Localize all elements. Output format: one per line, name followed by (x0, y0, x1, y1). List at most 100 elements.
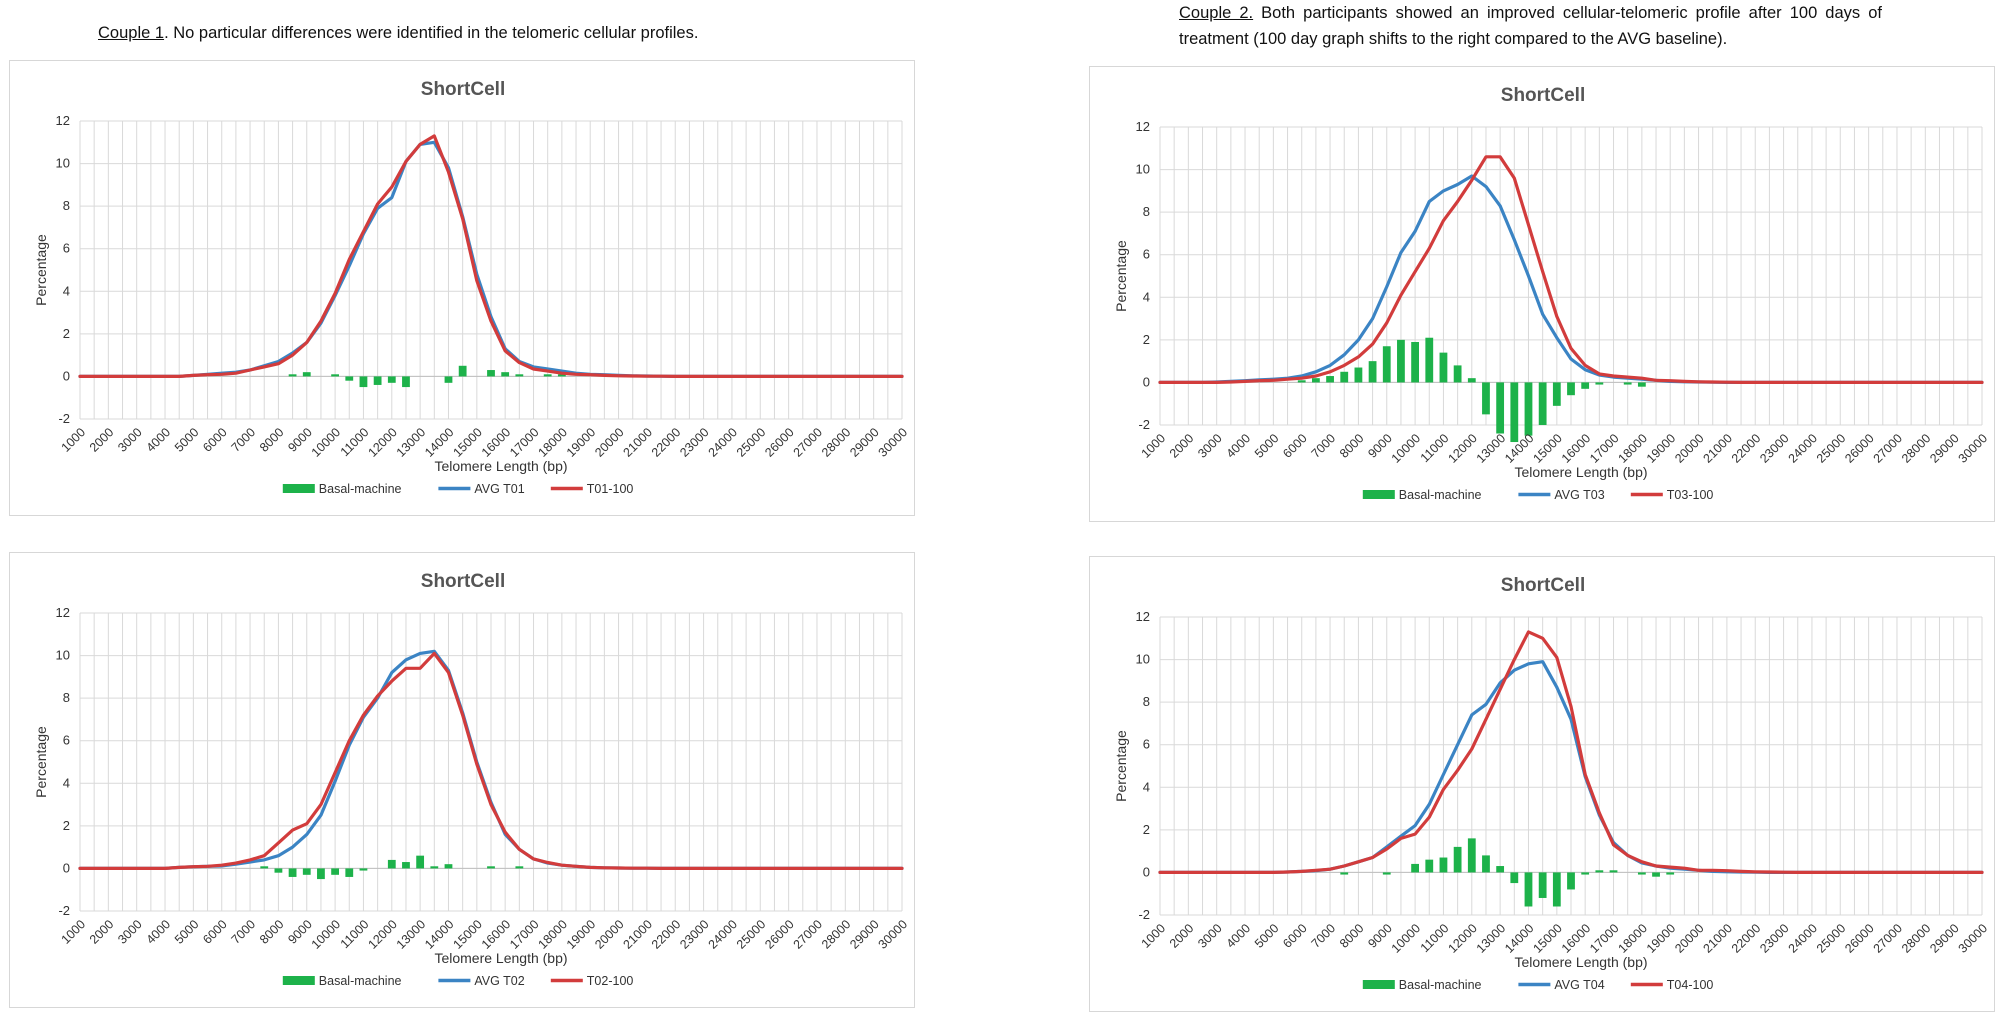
y-axis-label: Percentage (33, 726, 49, 798)
chart-title: ShortCell (421, 571, 505, 592)
bar-basal-machine (331, 374, 340, 377)
x-tick-label: 10000 (309, 425, 344, 460)
x-tick-label: 29000 (1927, 431, 1962, 466)
chart-svg-t03: ShortCell -2 0 2 4 6 8 10 12 10002000300040005000… (1113, 85, 1990, 502)
bar-basal-machine (1510, 382, 1519, 443)
bar-basal-machine (1311, 378, 1320, 383)
chart-panel-t02: ShortCell -2 0 2 4 6 8 10 12 1000 2000 3000 4000 5000… (9, 552, 915, 1008)
bar-basal-machine (302, 372, 311, 377)
bar-basal-machine (487, 866, 495, 869)
x-tick-label: 4000 (144, 917, 174, 947)
x-tick-label: 20000 (1672, 921, 1707, 956)
x-tick-label: 17000 (507, 425, 542, 460)
x-tick-label: 20000 (1672, 431, 1707, 466)
x-tick-label: 23000 (677, 917, 712, 952)
bar-basal-machine (444, 864, 453, 869)
y-tick-label: 8 (1143, 694, 1150, 709)
bar-basal-machine (1524, 382, 1533, 436)
x-tick-label: 2000 (1167, 921, 1197, 951)
y-tick-label: 4 (1143, 779, 1150, 794)
chart-title: ShortCell (1501, 85, 1585, 106)
x-tick-label: 12000 (1445, 431, 1480, 466)
x-tick-label: 18000 (1616, 431, 1651, 466)
bar-basal-machine (402, 862, 410, 869)
x-tick-label: 16000 (479, 917, 514, 952)
caption-couple-2-text: Both participants showed an improved cel… (1179, 4, 1882, 48)
bar-basal-machine (345, 376, 354, 381)
bar-basal-machine (288, 374, 297, 377)
x-tick-label: 3000 (1195, 431, 1225, 461)
bar-basal-machine (1595, 870, 1604, 873)
x-tick-label: 23000 (1757, 431, 1792, 466)
x-tick-label: 27000 (1871, 431, 1906, 466)
x-tick-label: 8000 (1337, 921, 1367, 951)
caption-couple-2-lead: Couple 2. (1179, 4, 1254, 22)
chart-panel-t01: ShortCell -2 0 2 4 6 8 10 12 1000 2000 3000 4000 5000… (9, 60, 915, 516)
bar-basal-machine (288, 868, 297, 877)
bar-basal-machine (359, 376, 368, 388)
x-tick-label: 6000 (200, 425, 230, 455)
y-tick-label: -2 (58, 903, 70, 918)
x-tick-label: 19000 (564, 425, 599, 460)
x-tick-label: 18000 (536, 425, 571, 460)
x-tick-label: 28000 (819, 917, 854, 952)
x-tick-label: 23000 (1757, 921, 1792, 956)
x-tick-label: 1000 (1139, 431, 1169, 461)
bar-basal-machine (458, 365, 467, 377)
chart-svg-t02: ShortCell -2 0 2 4 6 8 10 12 10002000300040005000… (33, 571, 910, 988)
bar-basal-machine (1510, 872, 1519, 884)
x-tick-label: 21000 (1701, 431, 1736, 466)
x-tick-label: 24000 (706, 425, 741, 460)
x-tick-label: 17000 (507, 917, 542, 952)
chart-title: ShortCell (1501, 575, 1585, 596)
bar-basal-machine (1411, 863, 1420, 873)
x-tick-label: 18000 (1616, 921, 1651, 956)
bar-basal-machine (1552, 872, 1561, 907)
bar-basal-machine (1382, 872, 1391, 875)
legend-label: T01-100 (587, 482, 634, 496)
x-tick-label: 5000 (1252, 431, 1282, 461)
x-tick-label: 10000 (309, 917, 344, 952)
y-tick-label: 12 (56, 605, 70, 620)
bar-basal-machine (387, 859, 396, 869)
bar-basal-machine (1581, 382, 1590, 389)
bar-basal-machine (1496, 866, 1505, 873)
bar-basal-machine (1467, 378, 1476, 383)
x-tick-label: 21000 (621, 917, 656, 952)
y-tick-label: 10 (1136, 652, 1150, 667)
x-tick-label: 27000 (791, 917, 826, 952)
bar-basal-machine (1425, 337, 1434, 383)
y-tick-label: 12 (56, 113, 70, 128)
bar-basal-machine (1567, 382, 1575, 396)
x-tick-label: 5000 (172, 425, 202, 455)
x-tick-label: 27000 (1871, 921, 1906, 956)
y-tick-label: 12 (1136, 609, 1150, 624)
x-tick-label: 28000 (1899, 431, 1934, 466)
y-tick-label: 6 (1143, 737, 1150, 752)
x-tick-label: 13000 (1474, 921, 1509, 956)
caption-couple-1-lead: Couple 1 (98, 24, 165, 42)
x-tick-label: 4000 (1224, 921, 1254, 951)
x-tick-label: 25000 (734, 425, 769, 460)
y-tick-label: 2 (1143, 822, 1150, 837)
x-tick-label: 26000 (762, 425, 797, 460)
x-tick-label: 26000 (1842, 431, 1877, 466)
x-tick-label: 15000 (450, 425, 485, 460)
y-tick-label: 0 (1143, 864, 1150, 879)
bar-basal-machine (359, 868, 368, 871)
bar-basal-machine (331, 868, 340, 875)
x-tick-label: 12000 (365, 917, 400, 952)
bar-basal-machine (387, 376, 396, 383)
x-tick-label: 24000 (1786, 921, 1821, 956)
x-axis-label: Telomere Length (bp) (1514, 954, 1647, 970)
x-tick-label: 14000 (422, 917, 457, 952)
x-tick-label: 12000 (365, 425, 400, 460)
bar-basal-machine (1496, 382, 1505, 434)
x-tick-label: 30000 (876, 425, 911, 460)
bar-basal-machine (501, 372, 510, 377)
bar-basal-machine (543, 374, 552, 377)
bar-basal-machine (1326, 376, 1334, 383)
x-tick-label: 16000 (1559, 431, 1594, 466)
y-tick-label: 10 (56, 648, 70, 663)
x-tick-label: 4000 (1224, 431, 1254, 461)
